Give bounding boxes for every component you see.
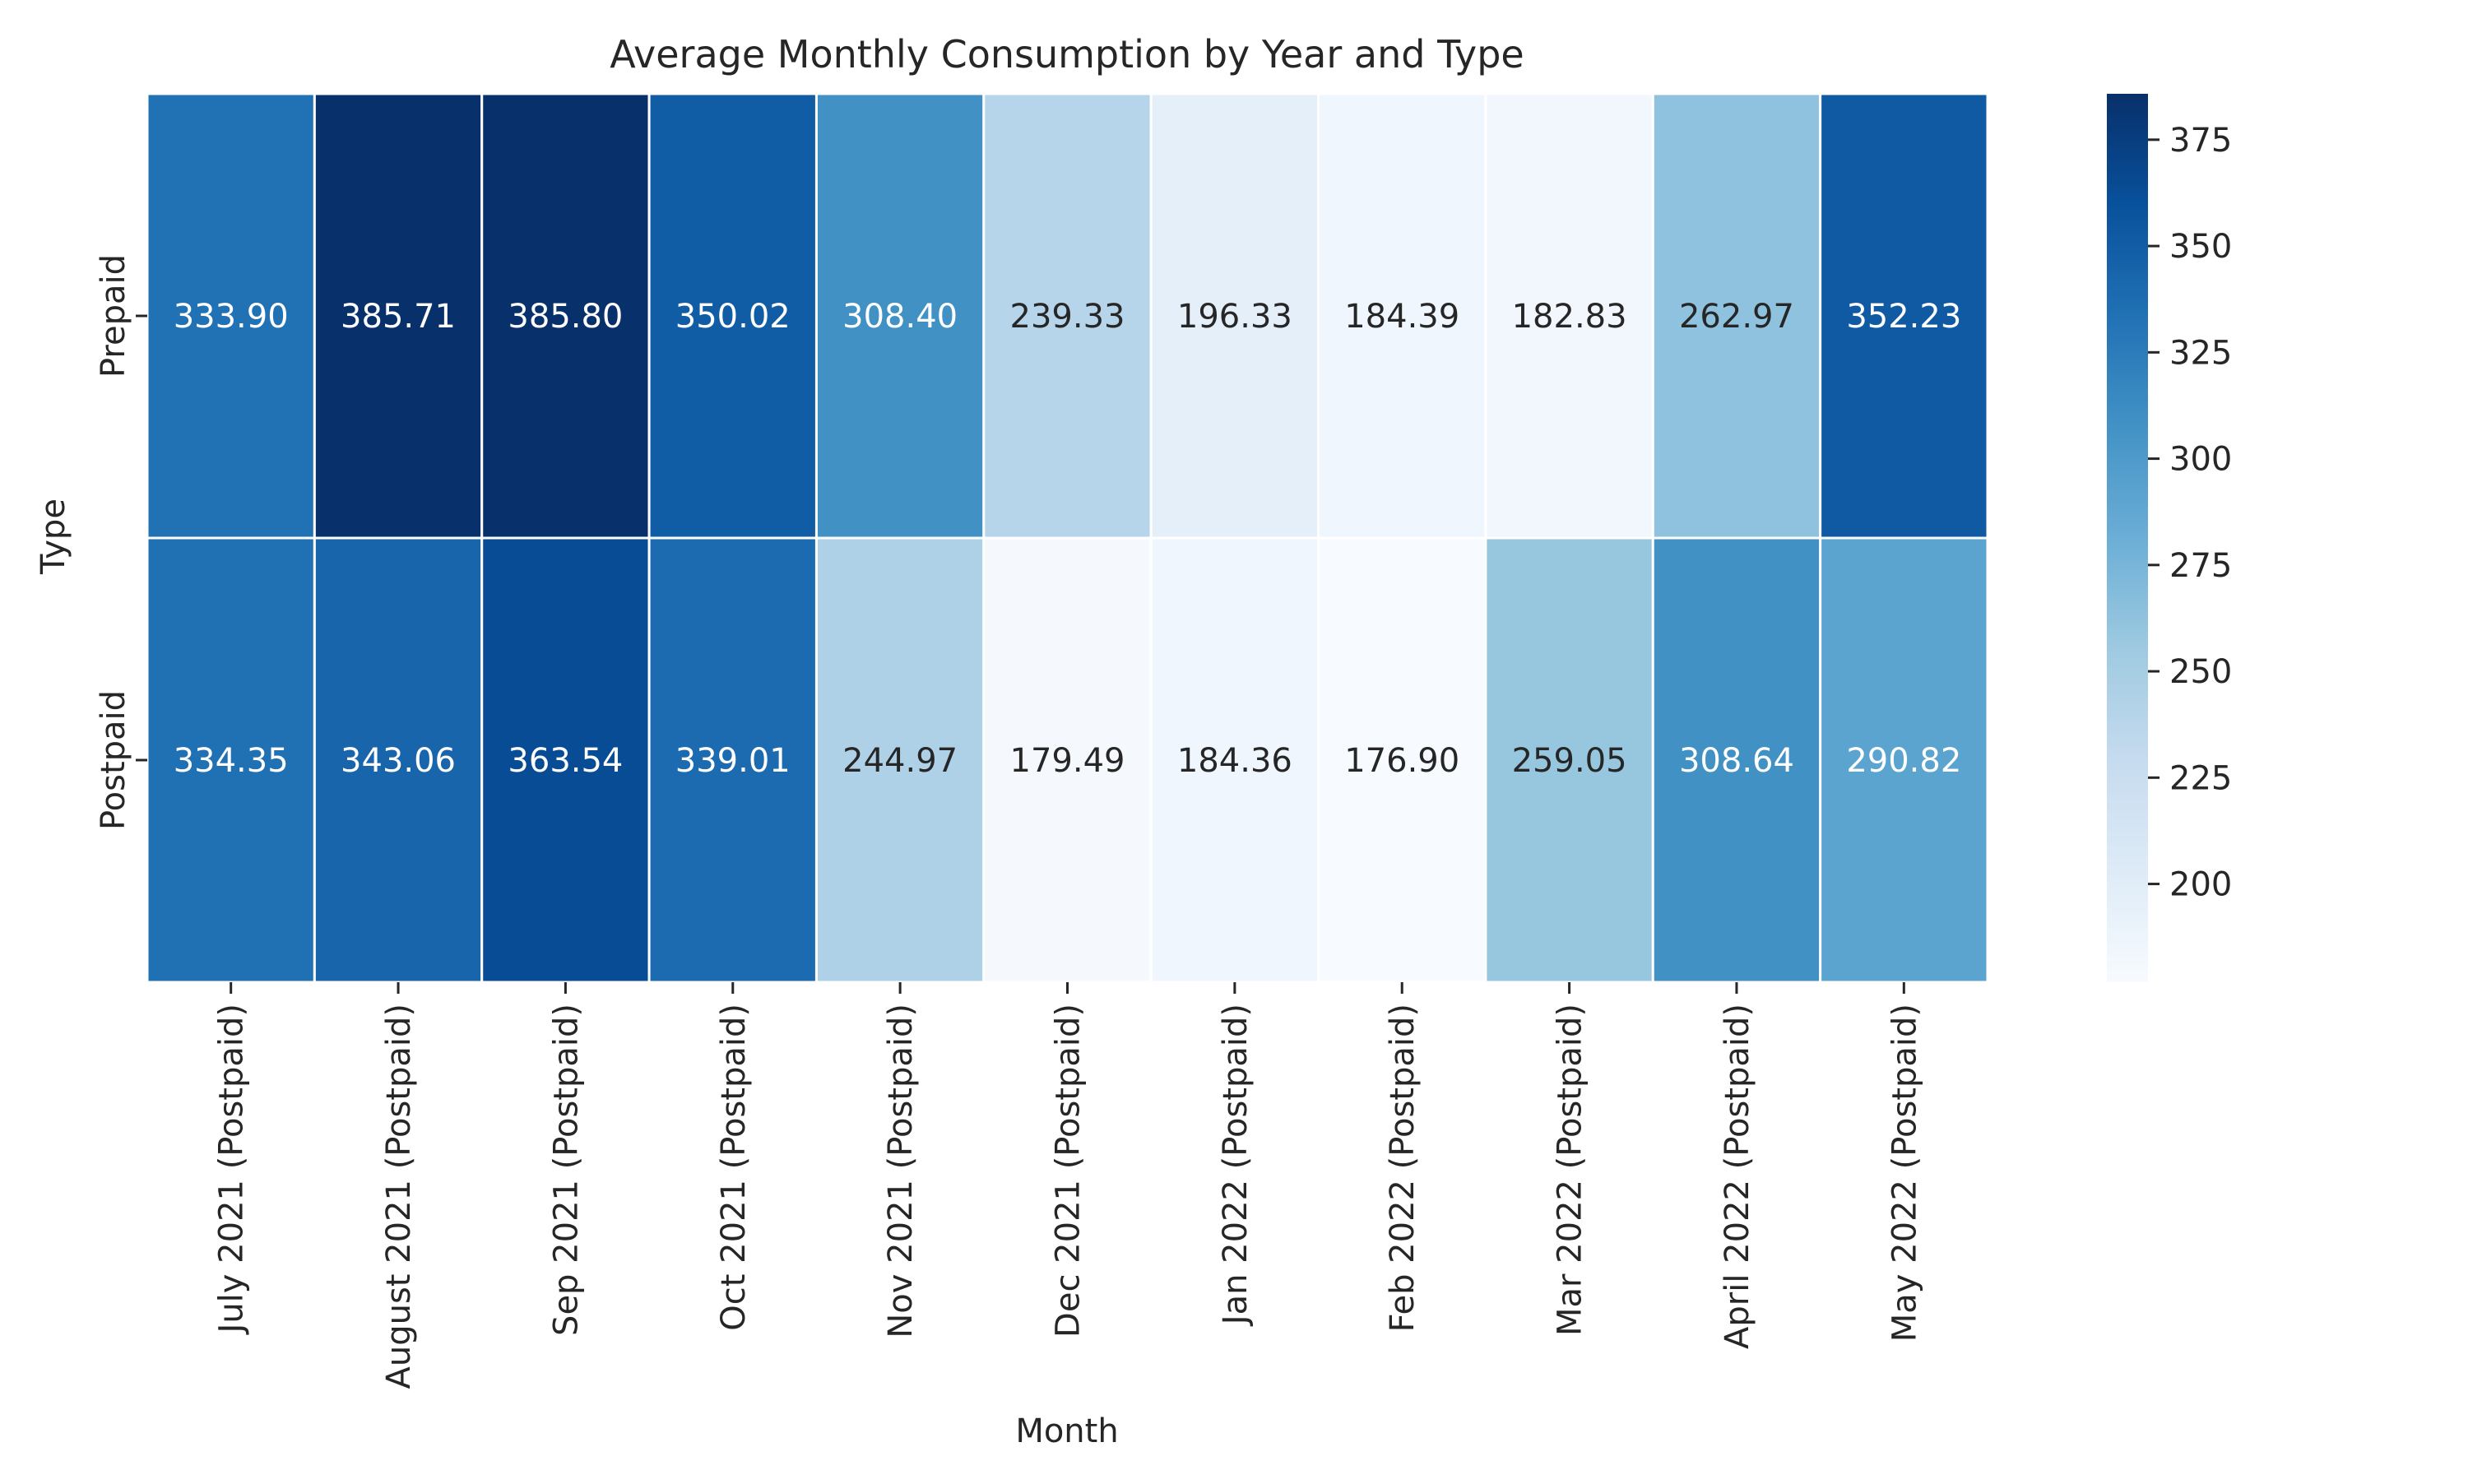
x-tick-label: April 2022 (Postpaid) [1719,1004,1756,1349]
chart-title: Average Monthly Consumption by Year and … [610,32,1524,77]
x-tick-label: August 2021 (Postpaid) [380,1004,418,1389]
colorbar-gradient [2107,94,2148,982]
heatmap-cell [1819,92,1989,540]
x-tick-label: Feb 2022 (Postpaid) [1384,1004,1422,1332]
heatmap-cell [480,92,651,540]
heatmap-cell [814,536,986,984]
cell-value-label: 333.90 [174,298,289,336]
colorbar-tick-label: 250 [2169,653,2232,691]
cell-value-label: 176.90 [1344,742,1459,780]
colorbar-tick-label: 300 [2169,441,2232,479]
colorbar-tick-label: 225 [2169,759,2232,797]
x-tick-label: Sep 2021 (Postpaid) [547,1004,585,1336]
cell-value-label: 244.97 [842,742,958,780]
x-tick-label: Jan 2022 (Postpaid) [1217,1004,1255,1327]
colorbar: 200 225 250 275 300 325 350 375 [2107,94,2232,982]
cell-value-label: 352.23 [1846,298,1961,336]
cell-value-label: 385.71 [341,298,456,336]
x-tick-label: Mar 2022 (Postpaid) [1552,1004,1589,1336]
cell-value-label: 334.35 [174,742,289,780]
colorbar-ticks: 200 225 250 275 300 325 350 375 [2148,122,2232,904]
x-tick-label: July 2021 (Postpaid) [213,1004,251,1335]
heatmap-cell [1317,536,1487,984]
cell-value-label: 350.02 [675,298,791,336]
heatmap-cells [146,92,1989,984]
x-axis: July 2021 (Postpaid) August 2021 (Postpai… [213,982,1923,1389]
cell-value-label: 363.54 [508,742,623,780]
cell-value-label: 239.33 [1010,298,1125,336]
heatmap-cell [480,536,651,984]
cell-value-label: 385.80 [508,298,623,336]
x-axis-label: Month [1015,1412,1118,1450]
heatmap-cell [1149,536,1320,984]
x-tick-label: Dec 2021 (Postpaid) [1050,1004,1088,1338]
y-axis: Prepaid Postpaid [95,254,147,830]
colorbar-tick-label: 325 [2169,334,2232,372]
heatmap-cell [647,536,818,984]
colorbar-tick-label: 350 [2169,228,2232,266]
cell-value-label: 179.49 [1010,742,1125,780]
colorbar-tick-label: 275 [2169,547,2232,585]
cell-value-label: 343.06 [341,742,456,780]
heatmap-cell [1819,536,1989,984]
heatmap-cell [1317,92,1487,540]
colorbar-tick-label: 200 [2169,866,2232,904]
heatmap-cell [647,92,818,540]
heatmap-cell [982,92,1153,540]
x-tick-label: Nov 2021 (Postpaid) [882,1004,920,1338]
cell-value-label: 196.33 [1177,298,1292,336]
cell-value-label: 184.39 [1344,298,1459,336]
heatmap-cell [982,536,1153,984]
cell-value-label: 184.36 [1177,742,1292,780]
heatmap-cell [814,92,986,540]
cell-value-label: 308.64 [1679,742,1794,780]
cell-value-label: 308.40 [842,298,958,336]
cell-value-label: 339.01 [675,742,791,780]
y-tick-label: Prepaid [95,254,132,378]
cell-value-label: 262.97 [1679,298,1794,336]
heatmap-cell [146,92,316,540]
heatmap-cell [313,536,484,984]
y-tick-label: Postpaid [95,690,132,830]
heatmap-cell [313,92,484,540]
heatmap-cell [146,536,316,984]
x-tick-label: May 2022 (Postpaid) [1886,1004,1923,1342]
heatmap-cell [1484,536,1654,984]
cell-value-label: 182.83 [1512,298,1627,336]
y-axis-label: Type [35,499,72,575]
cell-value-label: 259.05 [1512,742,1627,780]
cell-annotations: 333.90 385.71 385.80 350.02 308.40 239.33 196.… [174,298,1962,780]
colorbar-tick-label: 375 [2169,122,2232,160]
heatmap-cell [1651,536,1822,984]
heatmap-cell [1651,92,1822,540]
x-tick-label: Oct 2021 (Postpaid) [715,1004,753,1331]
cell-value-label: 290.82 [1846,742,1961,780]
